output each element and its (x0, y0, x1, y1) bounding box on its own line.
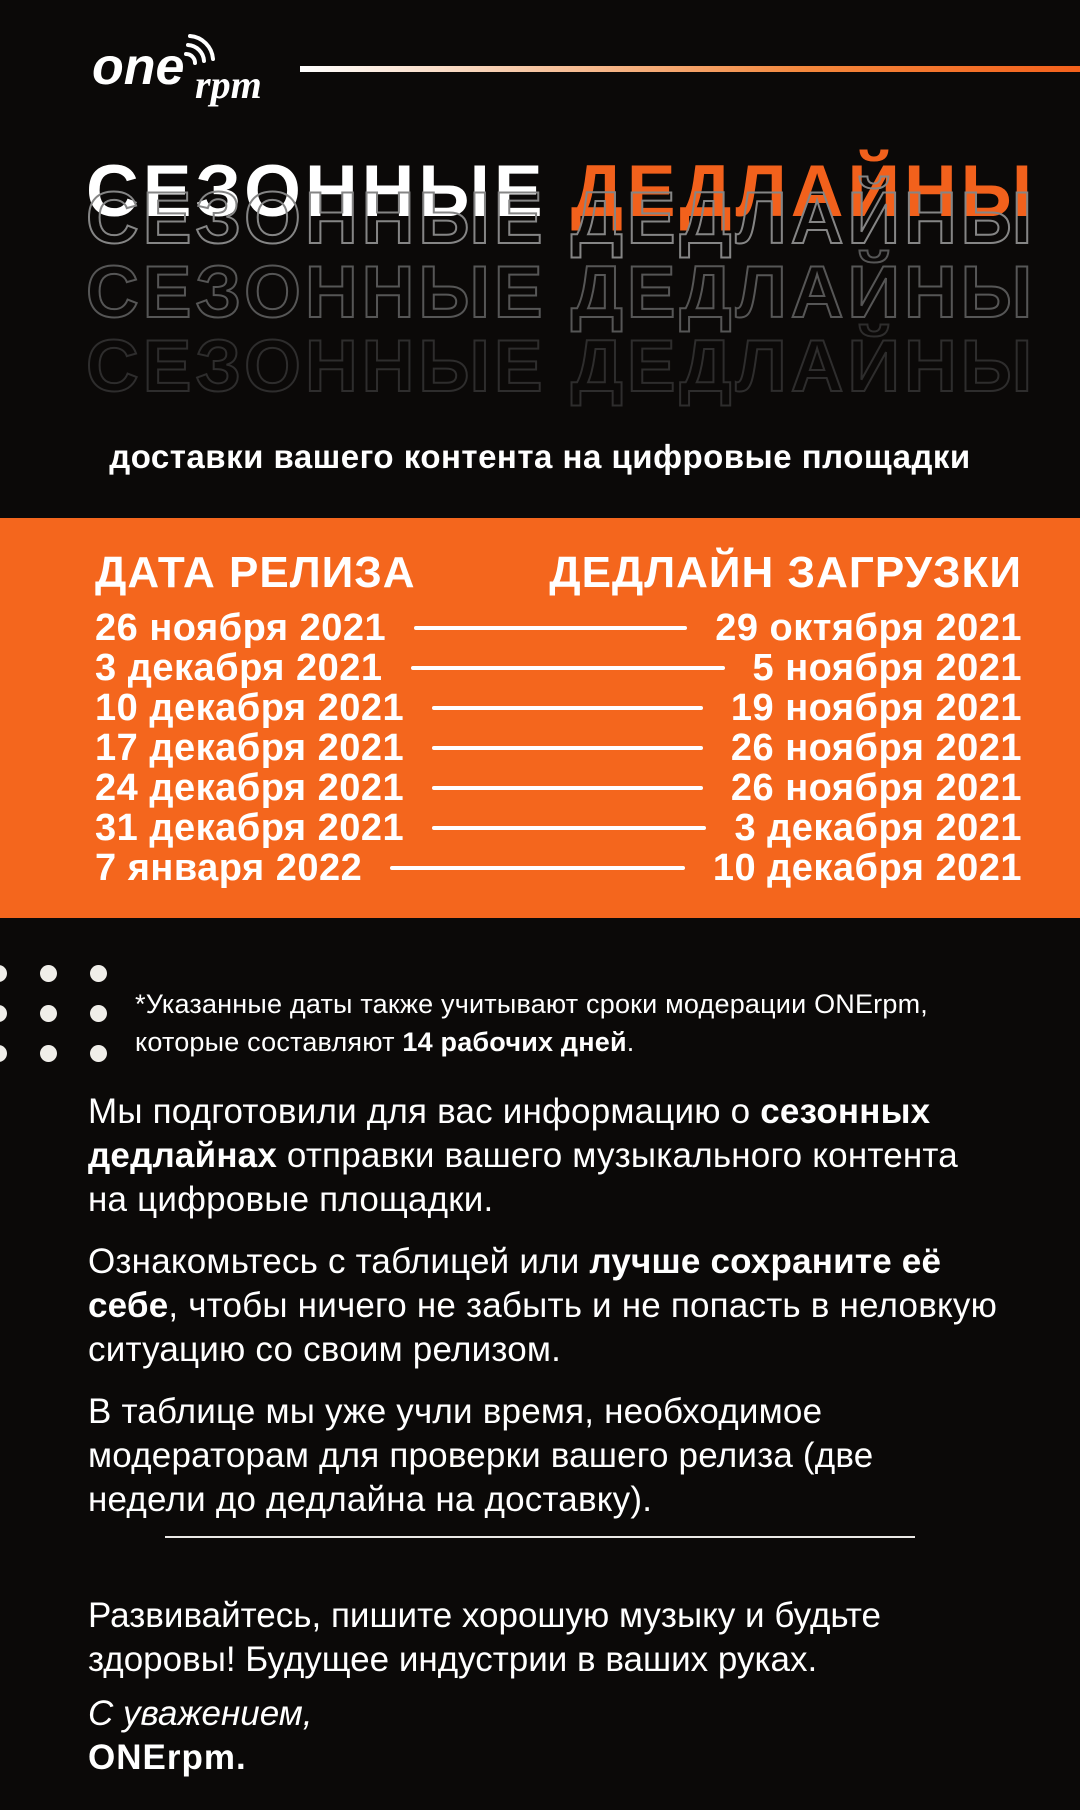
note-line-2-text: которые составляют (135, 1027, 403, 1057)
table-body: 26 ноября 2021 29 октября 2021 3 декабря… (95, 606, 1022, 889)
paragraph-bold-text: сезонных дедлайнах (88, 1092, 931, 1175)
ghost-title-1: СЕЗОННЫЕ ДЕДЛАЙНЫ (85, 178, 1037, 259)
logo-text-rpm: rpm (195, 62, 262, 107)
gradient-divider (300, 66, 1080, 72)
dot (40, 965, 57, 982)
subtitle: доставки вашего контента на цифровые пло… (109, 438, 971, 475)
upload-deadline: 10 декабря 2021 (712, 846, 1022, 889)
dot (40, 1005, 57, 1022)
moderation-note: *Указанные даты также учитывают сроки мо… (135, 985, 955, 1061)
table-row: 3 декабря 2021 5 ноября 2021 (95, 646, 1022, 689)
paragraph-text: Мы подготовили для вас информацию о (88, 1092, 761, 1131)
note-line-2-bold: 14 рабочих дней (402, 1027, 627, 1057)
release-date: 24 декабря 2021 (95, 766, 405, 809)
paragraph-bold-text: лучше сохраните её себе (88, 1242, 942, 1325)
col-header-release-date: ДАТА РЕЛИЗА (95, 548, 416, 597)
row-connector-line (432, 826, 707, 830)
divider-line (165, 1536, 915, 1538)
dot (90, 1045, 107, 1062)
ghost-title-2: СЕЗОННЫЕ ДЕДЛАЙНЫ (85, 252, 1037, 333)
upload-deadline: 26 ноября 2021 (730, 766, 1022, 809)
paragraph-text: , чтобы ничего не забыть и не попасть в … (88, 1286, 998, 1369)
dot (40, 1045, 57, 1062)
table-row: 24 декабря 2021 26 ноября 2021 (95, 766, 1022, 809)
row-connector-line (432, 746, 703, 750)
col-header-upload-deadline: ДЕДЛАЙН ЗАГРУЗКИ (549, 548, 1022, 597)
ghost-title-3: СЕЗОННЫЕ ДЕДЛАЙНЫ (85, 326, 1037, 407)
note-line-2-period: . (626, 1027, 635, 1057)
release-date: 10 декабря 2021 (95, 686, 405, 729)
upload-deadline: 19 ноября 2021 (730, 686, 1022, 729)
title-word-orange: ДЕДЛАЙНЫ (570, 150, 1037, 232)
row-connector-line (432, 786, 703, 790)
release-date: 7 января 2022 (95, 846, 363, 889)
page-title: СЕЗОННЫЕ ДЕДЛАЙНЫ (86, 154, 1046, 229)
deadlines-table: ДАТА РЕЛИЗА ДЕДЛАЙН ЗАГРУЗКИ 26 ноября 2… (0, 518, 1080, 918)
dot (0, 965, 7, 982)
table-header-row: ДАТА РЕЛИЗА ДЕДЛАЙН ЗАГРУЗКИ (95, 548, 1022, 598)
paragraph-text: В таблице мы уже учли время, необходимое… (88, 1392, 874, 1519)
logo-text-one: one (92, 38, 184, 96)
closing-message: Развивайтесь, пишите хорошую музыку и бу… (88, 1596, 881, 1679)
dot (90, 965, 107, 982)
paragraph-text: отправки вашего музыкального контента на… (88, 1136, 958, 1219)
signature-regards: С уважением, (88, 1694, 313, 1733)
dot (90, 1005, 107, 1022)
row-connector-line (410, 666, 725, 670)
paragraph-intro: Мы подготовили для вас информацию о сезо… (88, 1090, 1000, 1222)
release-date: 26 ноября 2021 (95, 606, 387, 649)
release-date: 31 декабря 2021 (95, 806, 405, 849)
table-row: 17 декабря 2021 26 ноября 2021 (95, 726, 1022, 769)
dot (0, 1045, 7, 1062)
row-connector-line (390, 866, 685, 870)
table-row: 7 января 2022 10 декабря 2021 (95, 846, 1022, 889)
upload-deadline: 29 октября 2021 (715, 606, 1022, 649)
table-row: 26 ноября 2021 29 октября 2021 (95, 606, 1022, 649)
table-row: 10 декабря 2021 19 ноября 2021 (95, 686, 1022, 729)
note-line-2: которые составляют 14 рабочих дней. (135, 1023, 955, 1061)
dot (0, 1005, 7, 1022)
paragraph-save-table: Ознакомьтесь с таблицей или лучше сохран… (88, 1240, 1000, 1372)
paragraph-moderation-time: В таблице мы уже учли время, необходимое… (88, 1390, 1000, 1522)
table-row: 31 декабря 2021 3 декабря 2021 (95, 806, 1022, 849)
onerpm-logo: one rpm (92, 28, 302, 108)
signature-name: ONErpm. (88, 1738, 247, 1777)
upload-deadline: 3 декабря 2021 (734, 806, 1022, 849)
paragraph-text: Ознакомьтесь с таблицей или (88, 1242, 590, 1281)
signal-waves-icon (184, 34, 215, 65)
release-date: 17 декабря 2021 (95, 726, 405, 769)
release-date: 3 декабря 2021 (95, 646, 383, 689)
title-word-white: СЕЗОННЫЕ (86, 150, 547, 232)
row-connector-line (414, 626, 688, 630)
upload-deadline: 5 ноября 2021 (752, 646, 1022, 689)
note-line-1: *Указанные даты также учитывают сроки мо… (135, 989, 928, 1019)
dot-grid-decoration (0, 965, 107, 1062)
upload-deadline: 26 ноября 2021 (730, 726, 1022, 769)
row-connector-line (432, 706, 703, 710)
onerpm-logo-graphic: one rpm (92, 34, 262, 107)
